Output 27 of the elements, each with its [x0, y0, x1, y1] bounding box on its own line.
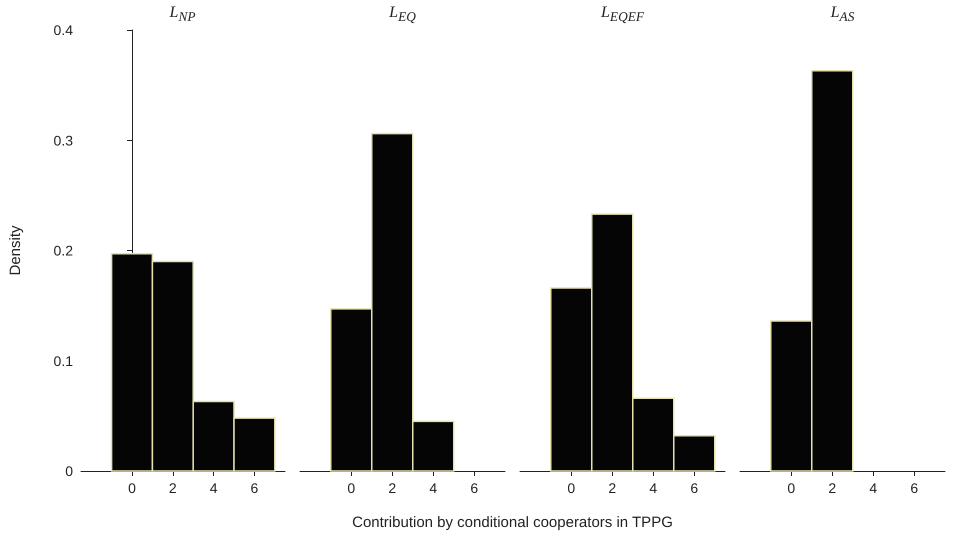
y-tick-label: 0.2 — [54, 242, 74, 258]
x-tick-label: 2 — [388, 480, 396, 496]
x-tick-label: 2 — [168, 480, 177, 496]
x-tick-label: 0 — [787, 480, 796, 496]
x-tick-label: 6 — [910, 480, 918, 496]
x-tick-label: 4 — [210, 480, 218, 496]
x-tick-label: 0 — [347, 480, 356, 496]
x-axis-title: Contribution by conditional cooperators in TPPG — [351, 514, 674, 531]
chart-title: L$_{NP}$ — [168, 4, 196, 26]
x-tick-label: 4 — [649, 480, 658, 496]
x-tick-label: 2 — [828, 480, 836, 496]
x-tick-label: 0 — [128, 480, 136, 496]
y-axis-title: Density — [7, 225, 24, 276]
x-tick-label: 4 — [429, 480, 438, 496]
x-tick-label: 6 — [250, 480, 258, 496]
x-tick-label: 6 — [690, 480, 698, 496]
y-tick-label: 0.4 — [54, 22, 74, 38]
y-tick-label: 0 — [65, 463, 74, 479]
x-tick-label: 4 — [869, 480, 878, 496]
chart-title: L$_{AS}$ — [830, 4, 856, 26]
x-tick-label: 2 — [608, 480, 616, 496]
y-tick-label: 0.1 — [54, 352, 74, 369]
x-tick-label: 0 — [567, 480, 576, 496]
chart-title: L$_{EQEF}$ — [600, 4, 645, 26]
y-tick-label: 0.3 — [54, 132, 74, 148]
chart-title: L$_{EQ}$ — [388, 4, 417, 26]
x-tick-label: 6 — [470, 480, 478, 496]
